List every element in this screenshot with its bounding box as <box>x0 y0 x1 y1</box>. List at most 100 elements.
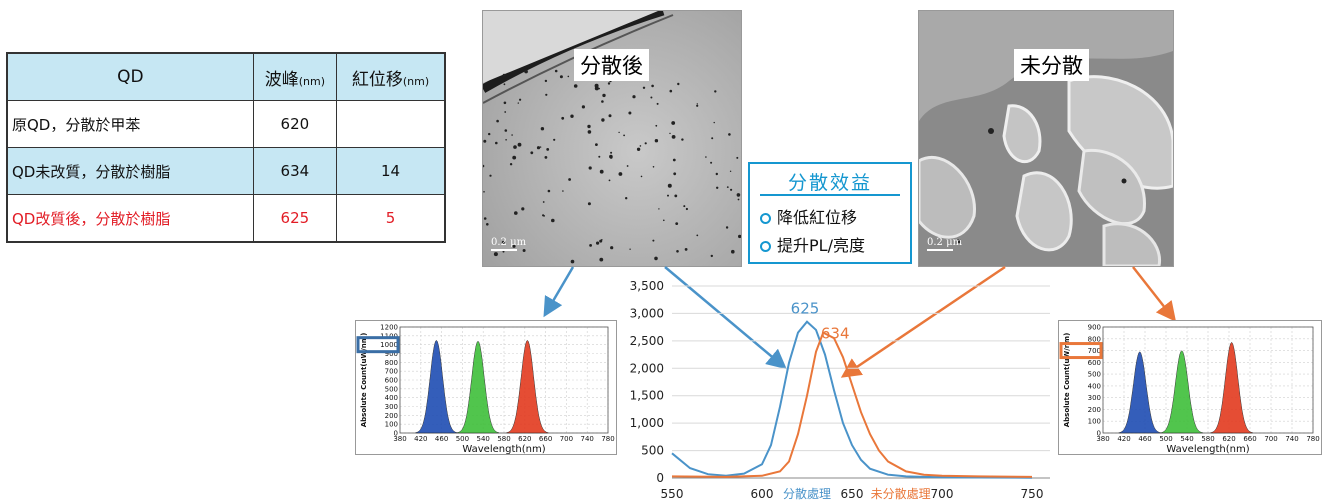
y-tick-label: 2,500 <box>630 334 664 348</box>
benefit-item: 提升PL/亮度 <box>760 232 865 256</box>
x-tick-label: 650 <box>841 487 864 501</box>
spectrum-left-plot: 380 420 460 500 540 580 620 660 700 740 780 0100200… <box>356 324 615 454</box>
y-tick-label: 200 <box>1088 406 1101 414</box>
x-tick-label: 550 <box>661 487 684 501</box>
row-shift: 5 <box>336 194 446 243</box>
x-tick-label: 500 <box>1159 435 1172 443</box>
x-tick-label: 460 <box>1138 435 1151 443</box>
highlight-box <box>356 336 400 354</box>
y-tick-label: 900 <box>385 350 398 358</box>
series-line <box>671 331 1033 478</box>
x-tick-label: 700 <box>560 435 573 443</box>
arrow-dispersed-to-left-spectrum <box>543 266 575 318</box>
x-tick-label: 700 <box>1264 435 1277 443</box>
x-axis-label: Wavelength(nm) <box>462 444 545 454</box>
scale-text: 0.2 μm <box>927 237 963 248</box>
row-name: QD未改質，分散於樹脂 <box>6 147 254 195</box>
plot-frame <box>399 326 609 434</box>
table-row: QD改質後，分散於樹脂 625 5 <box>6 194 446 243</box>
row-peak: 634 <box>252 147 338 195</box>
peak-label: 634 <box>821 325 850 343</box>
y-tick-label: 3,000 <box>630 306 664 320</box>
y-tick-label: 0 <box>656 471 664 485</box>
y-tick-label: 100 <box>1088 418 1101 426</box>
series-name-label: 未分散處理 <box>871 486 931 501</box>
scale-bar-dispersed: 0.2 μm <box>491 237 526 251</box>
y-tick-label: 1,500 <box>630 389 664 403</box>
y-tick-label: 0 <box>394 430 398 438</box>
y-tick-label: 900 <box>1088 324 1101 332</box>
y-tick-label: 1000 <box>380 341 398 349</box>
x-tick-label: 420 <box>414 435 427 443</box>
x-tick-label: 620 <box>1222 435 1235 443</box>
scale-text: 0.2 μm <box>491 237 527 248</box>
tem-dispersed-texture <box>483 11 741 264</box>
series-line <box>671 320 1033 479</box>
row-name: 原QD，分散於甲苯 <box>6 100 254 148</box>
spectrum-right-thumb: 380 420 460 500 540 580 620 660 700 740 780 0 100 200… <box>1058 320 1322 455</box>
x-axis-label: Wavelength(nm) <box>1166 444 1249 454</box>
spectrum-right-plot: 380 420 460 500 540 580 620 660 700 740 780 0 100 200… <box>1059 324 1320 454</box>
row-shift: 14 <box>336 147 446 195</box>
x-tick-label: 750 <box>1021 487 1044 501</box>
plot-frame <box>1102 326 1314 434</box>
benefit-item-text: 降低紅位移 <box>777 208 858 227</box>
pl-spectrum-chart: 0 500 1,000 1,500 2,000 2,500 3,000 3,500 550 600… <box>630 279 1050 501</box>
table-row: 原QD，分散於甲苯 620 <box>6 100 446 148</box>
tem-undispersed-label: 未分散 <box>1014 49 1089 81</box>
header-shift: 紅位移(nm) <box>336 52 446 101</box>
series-name-label: 分散處理 <box>783 486 831 501</box>
x-tick-label: 740 <box>1285 435 1298 443</box>
x-tick-label: 540 <box>477 435 490 443</box>
y-tick-label: 300 <box>385 403 398 411</box>
benefit-item: 降低紅位移 <box>760 204 857 228</box>
benefit-title: 分散效益 <box>787 172 872 194</box>
y-tick-label: 700 <box>385 368 398 376</box>
y-tick-label: 400 <box>385 394 398 402</box>
x-tick-label: 700 <box>931 487 954 501</box>
y-tick-label: 300 <box>1088 394 1101 402</box>
y-tick-label: 600 <box>1088 359 1101 367</box>
arrow-undispersed-to-right-spectrum <box>1132 266 1177 322</box>
dispersion-benefit-box: 分散效益 降低紅位移 提升PL/亮度 <box>748 162 912 264</box>
benefit-item-text: 提升PL/亮度 <box>777 236 865 255</box>
y-tick-label: 100 <box>385 421 398 429</box>
qd-comparison-table: QD 波峰(nm) 紅位移(nm) 原QD，分散於甲苯 620 QD未改質，分散… <box>6 52 446 243</box>
row-peak: 625 <box>252 194 338 243</box>
x-tick-label: 780 <box>601 435 614 443</box>
y-tick-label: 2,000 <box>630 361 664 375</box>
row-peak: 620 <box>252 100 338 148</box>
y-tick-label: 1,000 <box>630 416 664 430</box>
header-peak-unit: (nm) <box>298 74 326 88</box>
spectrum-peak <box>506 339 549 434</box>
x-tick-label: 740 <box>581 435 594 443</box>
y-tick-label: 500 <box>1088 371 1101 379</box>
x-tick-label: 540 <box>1180 435 1193 443</box>
spectrum-peak <box>1118 351 1162 434</box>
peak-label: 625 <box>791 300 820 318</box>
x-tick-label: 500 <box>456 435 469 443</box>
spectrum-left-thumb: 380 420 460 500 540 580 620 660 700 740 780 0 100 200… <box>355 320 617 455</box>
spectrum-peak <box>415 339 458 434</box>
row-name: QD改質後，分散於樹脂 <box>6 194 254 243</box>
x-tick-label: 420 <box>1117 435 1130 443</box>
header-peak-label: 波峰 <box>264 69 299 90</box>
header-shift-label: 紅位移 <box>351 69 403 90</box>
x-tick-label: 580 <box>497 435 510 443</box>
table-row: QD未改質，分散於樹脂 634 14 <box>6 147 446 195</box>
bullet-icon <box>760 213 771 224</box>
x-tick-label: 580 <box>1201 435 1214 443</box>
y-tick-label: 700 <box>1088 347 1101 355</box>
x-tick-label: 380 <box>1096 435 1109 443</box>
spectrum-peak <box>456 340 500 434</box>
y-tick-label: 3,500 <box>630 279 664 293</box>
y-tick-label: 800 <box>1088 335 1101 343</box>
x-tick-label: 460 <box>435 435 448 443</box>
y-tick-label: 500 <box>641 444 664 458</box>
spectrum-peak <box>1210 341 1253 434</box>
x-tick-label: 660 <box>539 435 552 443</box>
y-tick-label: 500 <box>385 385 398 393</box>
arrow-undispersed-to-chart <box>840 265 1006 378</box>
benefit-underline <box>760 194 900 196</box>
